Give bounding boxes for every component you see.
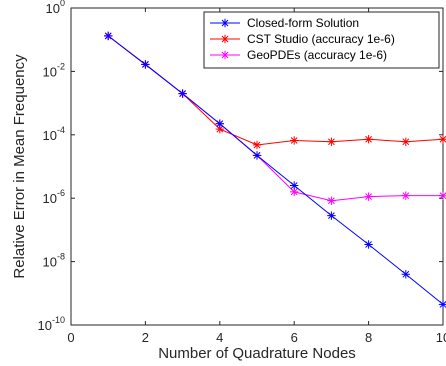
series-layer [104,31,446,309]
legend-item: Closed-form Solution [210,16,359,30]
legend-item: GeoPDEs (accuracy 1e-6) [210,48,387,62]
x-tick-label: 6 [291,330,298,345]
data-point [141,60,150,69]
data-point [290,187,299,197]
data-point [178,89,187,98]
data-point [215,119,224,128]
data-point [401,191,410,200]
series-line [107,35,444,305]
data-point [290,136,299,145]
legend-marker [220,50,230,60]
x-axis-label: Number of Quadrature Nodes [158,345,356,362]
data-point [290,181,299,190]
data-point [327,137,336,146]
y-axis-label: Relative Error in Mean Frequency [11,54,28,279]
data-point [215,124,224,134]
data-point [327,211,336,220]
x-tick-label: 2 [142,330,149,345]
data-point [252,151,262,160]
series-closed-form-solution [104,31,446,309]
y-tick-label: 10-2 [43,61,65,79]
legend-item: CST Studio (accuracy 1e-6) [210,32,395,46]
data-point [252,140,262,150]
y-tick-label: 10-6 [43,188,65,206]
y-tick-label: 100 [46,0,65,16]
data-point [401,270,410,279]
legend: Closed-form Solution CST Studio (accuracy… [203,11,440,69]
y-tick-label: 10-8 [43,252,65,270]
data-point [364,192,373,201]
data-point [364,240,373,249]
x-tick-label: 0 [67,330,74,345]
y-tick-label: 10-10 [38,315,65,333]
legend-marker [220,18,230,28]
data-point [401,137,410,146]
y-tick-label: 10-4 [43,125,65,143]
legend-label: GeoPDEs (accuracy 1e-6) [247,48,387,62]
ticks-layer: 0 2 4 6 8 10 100 10-2 10-4 10-6 10-8 10-10 [38,0,446,345]
data-point [364,135,373,144]
legend-label: CST Studio (accuracy 1e-6) [247,32,395,46]
legend-box [203,11,440,69]
x-tick-label: 8 [365,330,372,345]
legend-label: Closed-form Solution [247,16,359,30]
x-tick-label: 4 [216,330,223,345]
legend-marker [220,34,230,44]
data-point [104,31,113,41]
x-tick-label: 10 [436,330,446,345]
data-point [327,196,336,205]
